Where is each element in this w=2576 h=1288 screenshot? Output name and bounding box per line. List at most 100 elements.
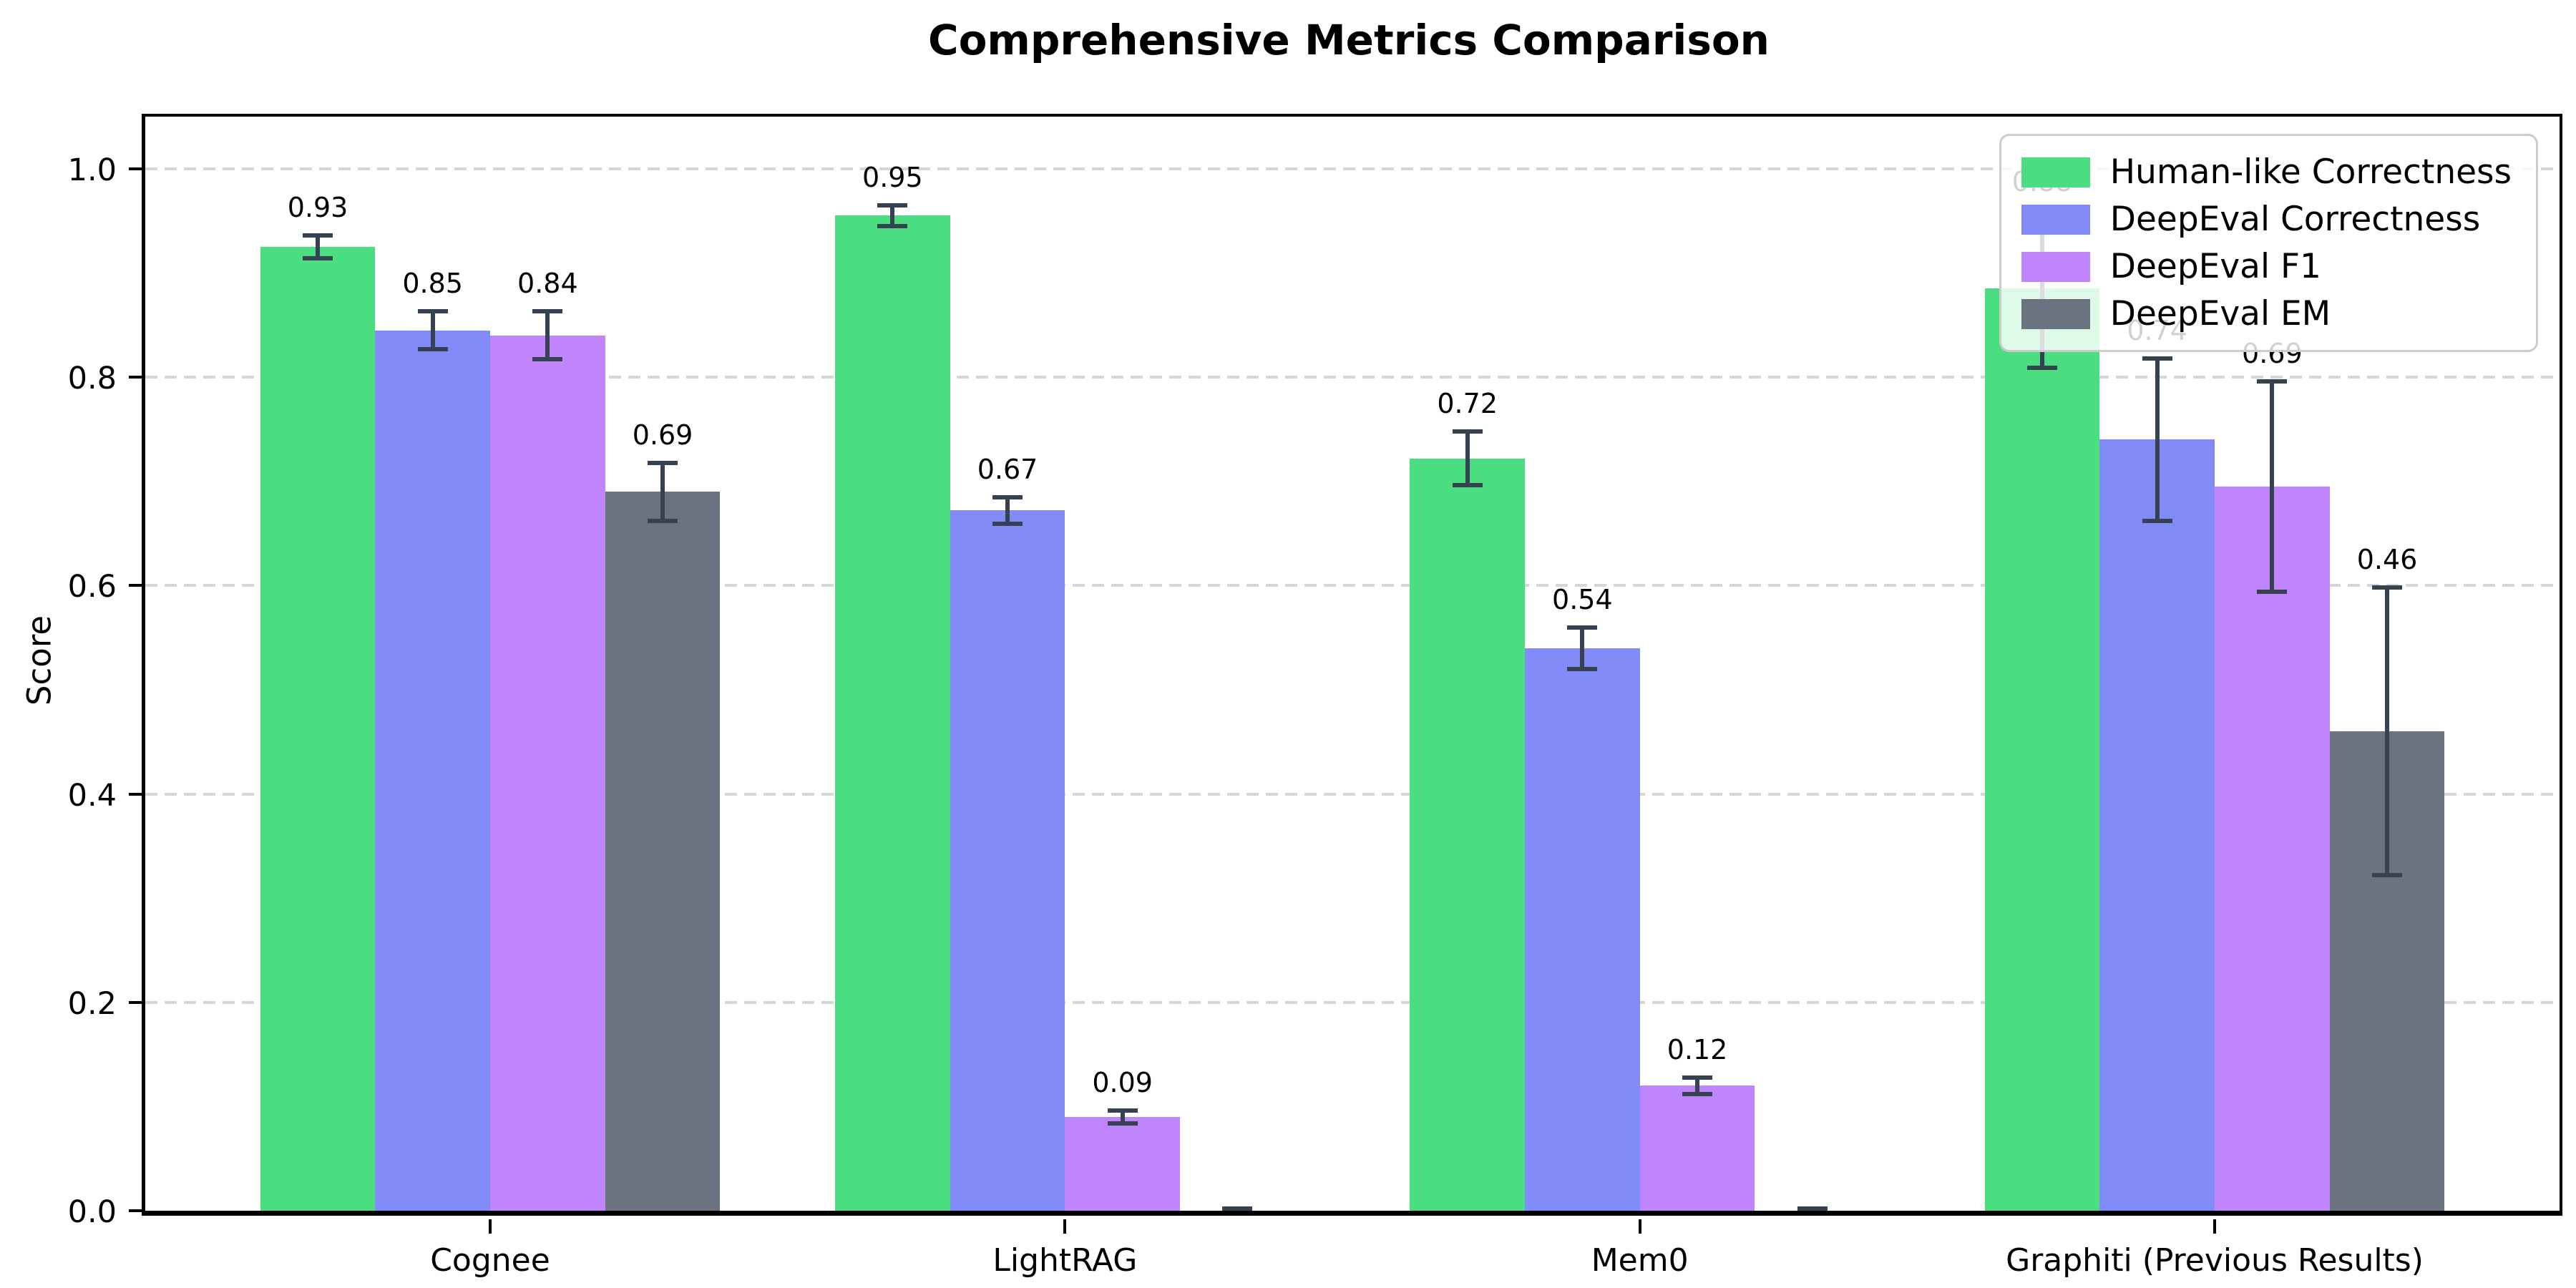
error-bar-cap-bottom [303, 255, 333, 260]
x-tick-mark [489, 1219, 492, 1234]
y-tick-label: 1.0 [67, 152, 117, 188]
chart-title: Comprehensive Metrics Comparison [928, 16, 1770, 64]
bar-deepeval-f1-2 [1639, 1085, 1755, 1211]
error-bar-cap-bottom [2027, 365, 2057, 370]
y-tick-mark [129, 376, 142, 379]
error-bar [545, 309, 550, 362]
legend-label: DeepEval F1 [2109, 247, 2321, 286]
error-bar-cap-bottom [1682, 1091, 1712, 1096]
x-tick-label-1: LightRAG [992, 1242, 1138, 1279]
error-bar [2155, 356, 2160, 523]
error-bar [1005, 494, 1010, 527]
error-bar-cap-top [648, 460, 678, 465]
y-axis-label: Score [20, 615, 59, 706]
legend-label: DeepEval EM [2109, 294, 2331, 333]
legend-swatch [2021, 298, 2090, 329]
error-bar [1580, 625, 1585, 671]
bar-value-label: 0.12 [1667, 1033, 1728, 1065]
y-tick-label: 0.4 [67, 777, 117, 814]
y-tick-mark [129, 584, 142, 587]
error-bar [660, 460, 665, 523]
bar-value-label: 0.93 [287, 192, 348, 224]
error-bar-cap-top [2257, 379, 2288, 384]
y-tick-mark [129, 1209, 142, 1212]
bar-value-label: 0.69 [632, 419, 693, 451]
error-bar-cap-bottom [1107, 1121, 1138, 1126]
legend-swatch [2021, 157, 2090, 187]
legend-swatch [2021, 204, 2090, 235]
x-tick-label-3: Graphiti (Previous Results) [2006, 1242, 2424, 1279]
bar-deepeval-f1-1 [1065, 1116, 1180, 1211]
bar-human-like-correctness-0 [260, 247, 376, 1211]
x-tick-label-2: Mem0 [1591, 1242, 1689, 1279]
error-bar [316, 233, 320, 260]
legend-item-deepeval-f1: DeepEval F1 [2021, 246, 2512, 287]
gridline-1 [145, 167, 2560, 170]
error-bar-cap-top [1107, 1108, 1138, 1113]
error-bar-cap-bottom [2257, 589, 2288, 594]
error-bar [430, 309, 435, 351]
bar-deepeval-correctness-3 [2099, 439, 2215, 1211]
error-bar-cap-top [2372, 585, 2402, 590]
bar-human-like-correctness-3 [1984, 288, 2100, 1211]
y-tick-label: 0.0 [67, 1194, 117, 1230]
bar-deepeval-f1-3 [2215, 486, 2330, 1211]
gridline-0.6 [145, 584, 2560, 587]
gridline-0.2 [145, 1000, 2560, 1004]
y-tick-label: 0.8 [67, 361, 117, 397]
legend-item-deepeval-em: DeepEval EM [2021, 293, 2512, 334]
legend-swatch [2021, 251, 2090, 282]
error-bar-cap-top [1567, 625, 1598, 630]
error-bar-cap-top [992, 494, 1023, 499]
plot-area: 0.930.950.720.880.850.670.540.740.840.09… [68, 114, 2562, 1279]
legend-item-deepeval-correctness: DeepEval Correctness [2021, 199, 2512, 240]
gridline-0.8 [145, 376, 2560, 379]
error-bar-cap-top [532, 309, 563, 314]
x-tick-mark [1063, 1219, 1067, 1234]
bar-value-label: 0.72 [1437, 387, 1498, 419]
error-bar-cap-top [1222, 1206, 1253, 1211]
error-bar-cap-bottom [992, 522, 1023, 527]
legend-item-human-like-correctness: Human-like Correctness [2021, 152, 2512, 192]
error-bar [1120, 1108, 1125, 1126]
error-bar-cap-bottom [2142, 518, 2172, 523]
legend: Human-like Correctness DeepEval Correctne… [1999, 134, 2538, 352]
bar-value-label: 0.85 [402, 268, 463, 300]
bar-deepeval-correctness-1 [950, 510, 1065, 1211]
bar-value-label: 0.09 [1092, 1067, 1153, 1099]
bar-value-label: 0.54 [1552, 583, 1613, 615]
x-tick-mark [1638, 1219, 1641, 1234]
error-bar-cap-top [417, 309, 448, 314]
error-bar-cap-bottom [532, 357, 563, 362]
error-bar-cap-top [1682, 1075, 1712, 1080]
x-tick-mark [2213, 1219, 2216, 1234]
bar-deepeval-f1-0 [490, 335, 605, 1211]
error-bar [1465, 429, 1470, 488]
y-tick-mark [129, 167, 142, 170]
error-bar-cap-bottom [877, 223, 908, 228]
bar-deepeval-em-0 [605, 492, 721, 1211]
error-bar-cap-bottom [2372, 873, 2402, 878]
legend-label: DeepEval Correctness [2109, 200, 2481, 239]
legend-label: Human-like Correctness [2109, 152, 2512, 192]
bar-value-label: 0.67 [977, 453, 1038, 485]
y-tick-label: 0.2 [67, 985, 117, 1022]
x-tick-label-0: Cognee [430, 1242, 550, 1279]
error-bar [1695, 1075, 1699, 1096]
error-bar [2385, 585, 2389, 878]
error-bar-cap-top [2142, 356, 2172, 361]
error-bar-cap-top [303, 233, 333, 238]
bar-value-label: 0.84 [517, 268, 578, 300]
bar-deepeval-correctness-0 [375, 330, 490, 1211]
y-tick-mark [129, 792, 142, 796]
bar-deepeval-correctness-2 [1525, 648, 1640, 1211]
error-bar-cap-top [877, 203, 908, 208]
error-bar-cap-bottom [1567, 666, 1598, 671]
error-bar [890, 203, 895, 228]
gridline-0.4 [145, 792, 2560, 796]
bar-human-like-correctness-1 [835, 215, 950, 1211]
error-bar [2270, 379, 2275, 594]
y-tick-label: 0.6 [67, 569, 117, 605]
error-bar-cap-bottom [1452, 483, 1483, 488]
